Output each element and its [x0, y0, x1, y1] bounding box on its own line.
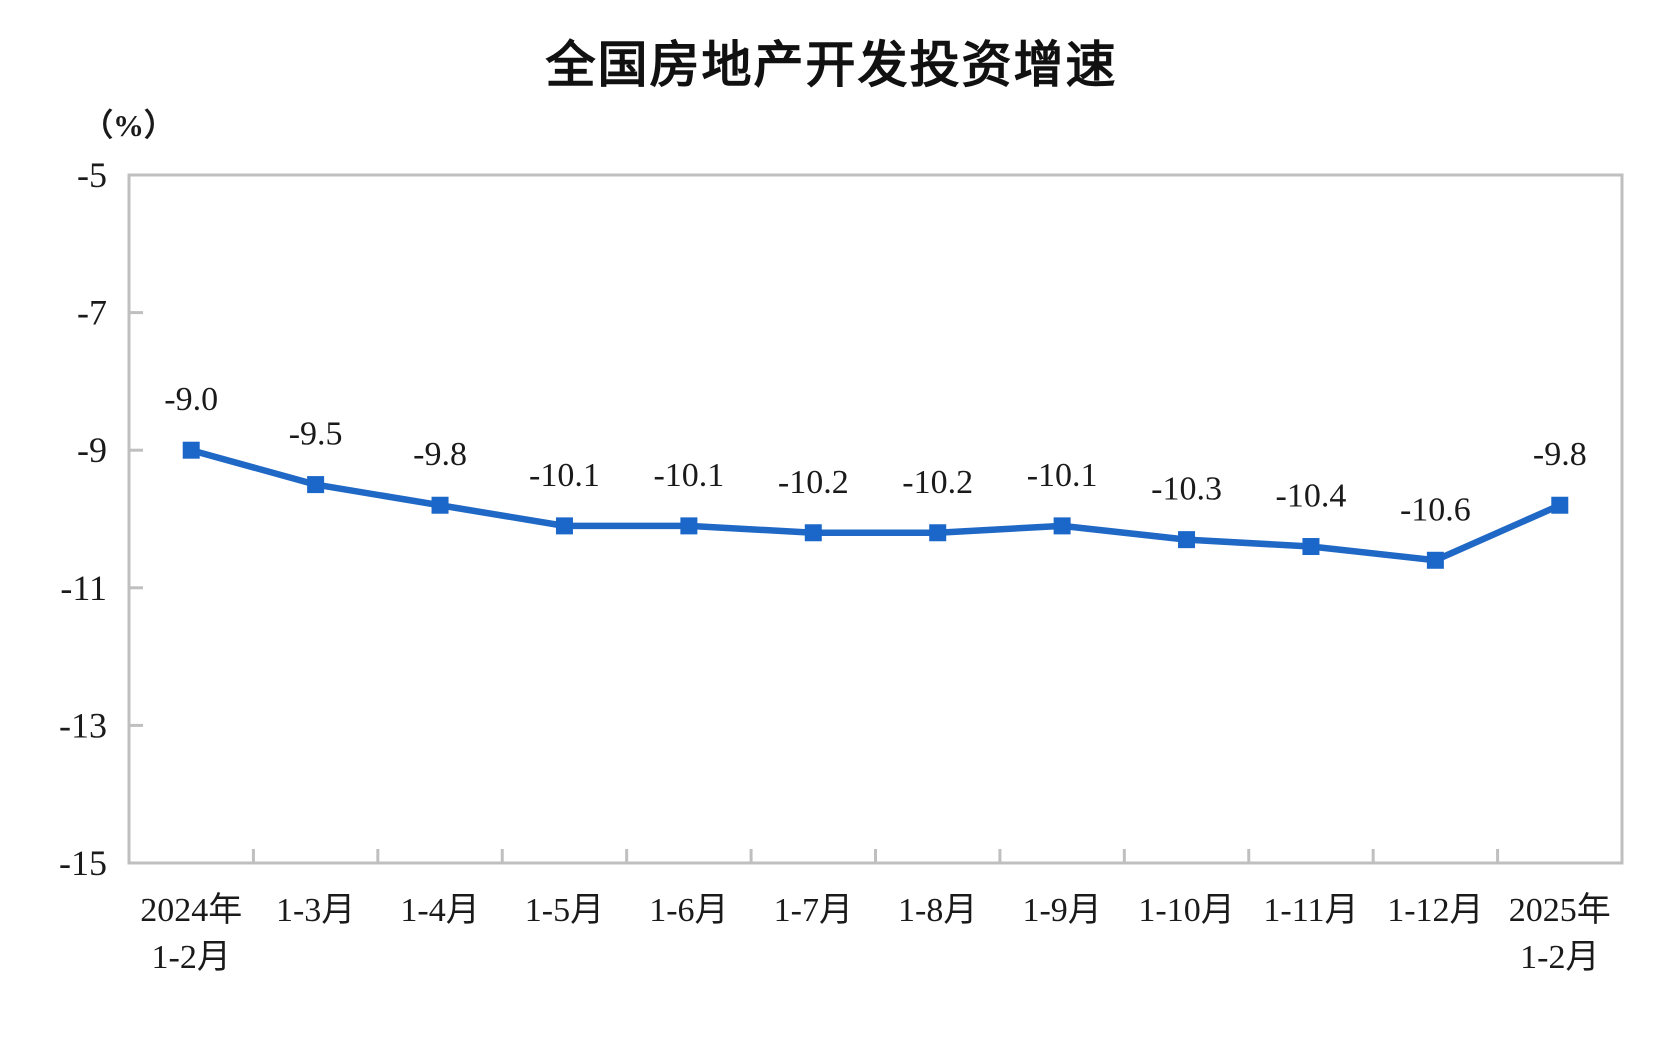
data-point-marker — [680, 517, 698, 535]
y-tick-label: -7 — [77, 293, 107, 333]
data-point-label: -9.0 — [164, 381, 218, 418]
data-point-marker — [555, 517, 573, 535]
x-axis-label: 1-5月 — [525, 892, 604, 929]
x-axis-label: 1-8月 — [898, 892, 977, 929]
data-point-label: -9.8 — [413, 436, 467, 473]
x-axis-label: 1-12月 — [1387, 892, 1483, 929]
data-point-marker — [1053, 517, 1071, 535]
data-point-marker — [1551, 496, 1569, 514]
data-point-label: -10.2 — [902, 464, 973, 501]
data-point-label: -10.1 — [529, 457, 600, 494]
y-tick-label: -11 — [60, 568, 107, 608]
x-axis-label: 1-2月 — [152, 939, 231, 976]
x-axis-label: 1-10月 — [1138, 892, 1234, 929]
y-tick-label: -5 — [77, 155, 107, 195]
x-axis-label: 1-11月 — [1263, 892, 1358, 929]
y-axis-unit-label: （%） — [82, 108, 175, 143]
data-point-marker — [431, 496, 449, 514]
data-point-label: -9.8 — [1533, 436, 1587, 473]
y-tick-label: -9 — [77, 430, 107, 470]
x-axis-label: 1-3月 — [276, 892, 355, 929]
chart-title: 全国房地产开发投资增速 — [545, 36, 1118, 94]
plot-border — [127, 173, 1624, 865]
x-axis-label: 1-6月 — [649, 892, 728, 929]
y-tick-label: -15 — [59, 843, 107, 883]
data-point-marker — [182, 441, 200, 459]
data-point-marker — [307, 476, 325, 494]
x-axis-label: 2025年 — [1509, 891, 1611, 929]
data-line — [190, 447, 1562, 564]
data-point-marker — [929, 524, 947, 542]
x-axis-label: 1-9月 — [1022, 892, 1101, 929]
data-point-label: -10.6 — [1400, 491, 1471, 528]
data-point-label: -10.4 — [1276, 478, 1347, 515]
x-axis-label: 1-4月 — [400, 892, 479, 929]
data-point-marker — [804, 524, 822, 542]
data-point-label: -10.2 — [778, 464, 849, 501]
data-point-label: -10.1 — [1027, 457, 1098, 494]
data-point-label: -9.5 — [289, 416, 343, 453]
x-axis-label: 1-2月 — [1520, 939, 1599, 976]
data-point-marker — [1426, 551, 1444, 569]
data-point-label: -10.3 — [1151, 471, 1222, 508]
data-point-marker — [1302, 538, 1320, 556]
data-point-label: -10.1 — [653, 457, 724, 494]
y-tick-label: -13 — [59, 705, 107, 745]
x-axis-label: 2024年 — [140, 891, 242, 929]
data-point-marker — [1178, 531, 1196, 549]
x-axis-label: 1-7月 — [774, 892, 853, 929]
